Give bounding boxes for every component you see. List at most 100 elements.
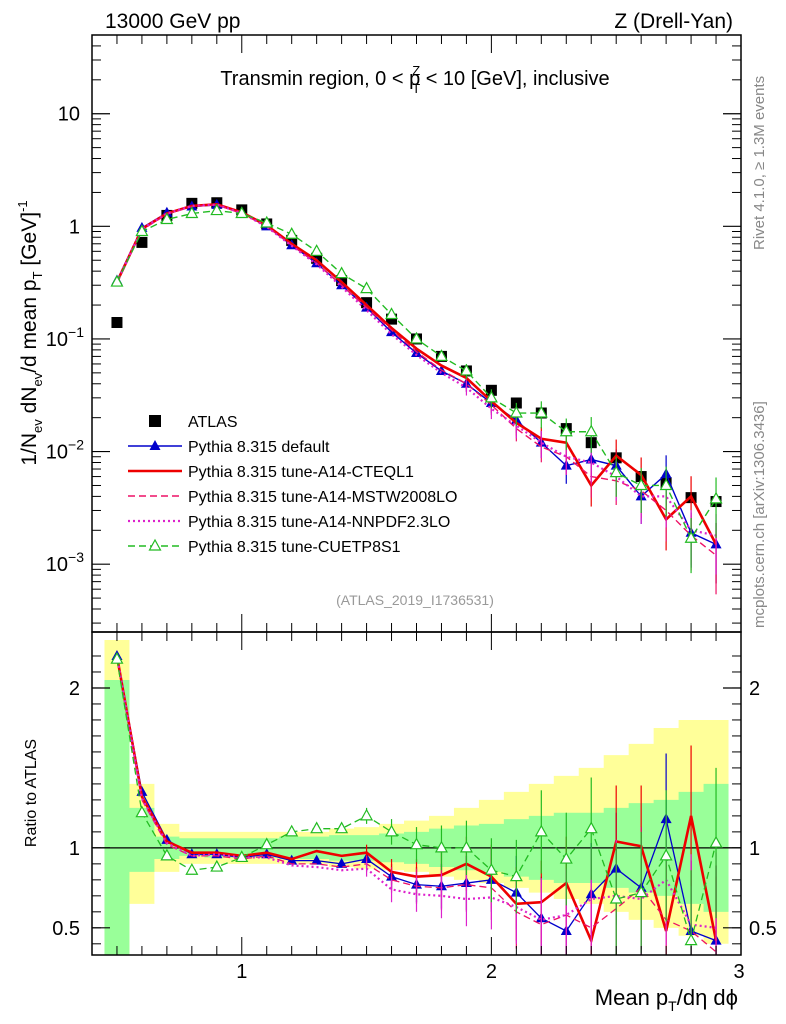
data-point-pythia-8-315-tune-cuetp8s1 xyxy=(484,390,498,403)
ratio-point-pythia-8-315-tune-cuetp8s1 xyxy=(709,835,723,848)
ratio-point-pythia-8-315-tune-cuetp8s1 xyxy=(459,840,473,853)
main-y-tick-label: 10−2 xyxy=(46,437,84,464)
legend-label-pythia-8-315-tune-a14-cteql1: Pythia 8.315 tune-A14-CTEQL1 xyxy=(188,464,414,481)
ratio-point-pythia-8-315-tune-cuetp8s1 xyxy=(484,863,498,875)
ratio-point-pythia-8-315-tune-cuetp8s1 xyxy=(409,837,424,850)
x-tick-label: 1 xyxy=(236,961,247,983)
legend-label-atlas: ATLAS xyxy=(188,414,238,431)
ratio-axis-ticks: 0.5 0.5 1 1 2 2 1 2 3 xyxy=(52,632,777,983)
legend-label-pythia-8-315-tune-a14-mstw2008lo: Pythia 8.315 tune-A14-MSTW2008LO xyxy=(188,489,457,506)
data-point-pythia-8-315-tune-cuetp8s1 xyxy=(235,206,249,219)
data-point-pythia-8-315-tune-cuetp8s1 xyxy=(310,244,324,256)
ratio-point-pythia-8-315-tune-cuetp8s1 xyxy=(609,891,623,904)
legend-label-pythia-8-315-tune-a14-nnpdf2-3lo: Pythia 8.315 tune-A14-NNPDF2.3LO xyxy=(188,514,450,531)
ratio-series-group xyxy=(110,649,723,955)
ratio-uncertainty-bands xyxy=(104,639,729,955)
ratio-point-pythia-8-315-tune-cuetp8s1 xyxy=(210,859,224,872)
data-point-pythia-8-315-tune-cuetp8s1 xyxy=(335,266,349,279)
ratio-point-pythia-8-315-tune-cuetp8s1 xyxy=(110,651,124,664)
data-point-pythia-8-315-tune-cuetp8s1 xyxy=(534,405,548,418)
legend: ATLAS Pythia 8.315 default Pythia 8.315 tu… xyxy=(128,414,457,556)
main-y-tick-label: 10−1 xyxy=(46,324,84,351)
main-title: Transmin region, 0 < pZ T < 10 [GeV], inc… xyxy=(220,63,609,96)
legend-label-pythia-8-315-tune-cuetp8s1: Pythia 8.315 tune-CUETP8S1 xyxy=(188,539,401,556)
ratio-point-pythia-8-315-tune-cuetp8s1 xyxy=(534,824,548,837)
main-series-group xyxy=(110,197,723,595)
ratio-band-green xyxy=(104,679,729,955)
legend-label-pythia-8-315-default: Pythia 8.315 default xyxy=(188,439,330,456)
ratio-point-pythia-8-315-tune-cuetp8s1 xyxy=(584,821,598,834)
data-point-pythia-8-315-tune-cuetp8s1 xyxy=(709,491,723,504)
ratio-y-tick-label: 2 xyxy=(69,678,80,700)
ratio-y-tick-label-right: 2 xyxy=(749,678,760,700)
ratio-point-pythia-8-315-tune-cuetp8s1 xyxy=(634,885,648,898)
header-right: Z (Drell-Yan) xyxy=(614,10,733,33)
data-point-pythia-8-315-tune-cuetp8s1 xyxy=(434,349,448,362)
ratio-point-pythia-8-315-tune-cuetp8s1 xyxy=(659,848,673,861)
ratio-point-pythia-8-315-default xyxy=(336,857,348,868)
ratio-point-pythia-8-315-tune-cuetp8s1 xyxy=(285,824,299,837)
ratio-point-pythia-8-315-tune-cuetp8s1 xyxy=(185,863,199,875)
main-panel: 10 1 10−1 10−2 10−3 Transmin region, 0 < pZ T… xyxy=(15,34,742,633)
legend-marker-pythia-8-315-default xyxy=(149,440,161,450)
x-tick-label: 2 xyxy=(486,961,497,983)
x-tick-label: 3 xyxy=(733,961,744,983)
data-point-atlas xyxy=(386,313,398,325)
ratio-y-tick-label-right: 1 xyxy=(749,838,760,860)
ratio-point-pythia-8-315-tune-cuetp8s1 xyxy=(310,821,324,834)
ratio-point-pythia-8-315-tune-cuetp8s1 xyxy=(235,850,249,863)
data-point-pythia-8-315-tune-cuetp8s1 xyxy=(285,227,299,239)
ratio-point-pythia-8-315-tune-cuetp8s1 xyxy=(385,824,399,837)
ratio-point-pythia-8-315-tune-cuetp8s1 xyxy=(160,848,174,861)
ratio-point-pythia-8-315-tune-cuetp8s1 xyxy=(684,933,698,946)
legend-marker-pythia-8-315-tune-cuetp8s1 xyxy=(148,538,162,551)
data-point-pythia-8-315-tune-cuetp8s1 xyxy=(409,331,424,344)
ratio-point-pythia-8-315-tune-cuetp8s1 xyxy=(135,805,149,818)
ratio-y-tick-label: 0.5 xyxy=(52,918,80,940)
main-axis-ticks: 10 1 10−1 10−2 10−3 xyxy=(46,34,741,632)
data-point-pythia-8-315-default xyxy=(386,326,398,337)
data-point-pythia-8-315-tune-cuetp8s1 xyxy=(110,274,124,287)
data-point-atlas xyxy=(111,317,123,329)
data-point-pythia-8-315-tune-cuetp8s1 xyxy=(609,465,623,478)
ratio-y-axis-label: Ratio to ATLAS xyxy=(23,739,40,847)
rivet-version-label: Rivet 4.1.0, ≥ 1.3M events xyxy=(751,76,768,250)
data-point-pythia-8-315-tune-cuetp8s1 xyxy=(559,424,573,437)
main-y-tick-label: 1 xyxy=(69,216,80,238)
ratio-point-pythia-8-315-tune-cuetp8s1 xyxy=(335,821,349,834)
main-y-tick-label: 10−3 xyxy=(46,549,84,576)
data-point-pythia-8-315-default xyxy=(336,279,348,290)
header-left: 13000 GeV pp xyxy=(105,10,240,33)
data-point-pythia-8-315-tune-cuetp8s1 xyxy=(584,424,598,437)
data-point-pythia-8-315-tune-cuetp8s1 xyxy=(634,478,648,491)
data-point-pythia-8-315-tune-cuetp8s1 xyxy=(385,307,399,320)
ratio-point-pythia-8-315-tune-cuetp8s1 xyxy=(360,808,374,821)
data-point-pythia-8-315-tune-cuetp8s1 xyxy=(210,203,224,216)
ratio-point-pythia-8-315-tune-cuetp8s1 xyxy=(434,840,448,853)
data-point-pythia-8-315-tune-cuetp8s1 xyxy=(135,224,149,237)
main-y-axis-label: 1/Nev dNev/d mean pT [GeV]-1 xyxy=(15,200,45,465)
data-point-pythia-8-315-tune-cuetp8s1 xyxy=(185,206,199,219)
ratio-point-pythia-8-315-tune-cuetp8s1 xyxy=(260,837,274,850)
data-point-atlas xyxy=(136,236,148,248)
ratio-panel: 0.5 0.5 1 1 2 2 1 2 3 Ratio to ATLAS Mean pT/dη … xyxy=(23,631,777,1014)
data-point-pythia-8-315-tune-cuetp8s1 xyxy=(659,478,673,491)
data-point-pythia-8-315-tune-cuetp8s1 xyxy=(459,363,473,376)
mcplots-label: mcplots.cern.ch [arXiv:1306.3436] xyxy=(751,401,768,628)
legend-marker-atlas xyxy=(149,415,161,427)
data-point-pythia-8-315-tune-cuetp8s1 xyxy=(684,530,698,543)
ratio-point-pythia-8-315-tune-cuetp8s1 xyxy=(509,869,523,882)
data-point-pythia-8-315-tune-cuetp8s1 xyxy=(260,215,274,228)
ratio-point-pythia-8-315-tune-cuetp8s1 xyxy=(559,851,573,864)
analysis-watermark: (ATLAS_2019_I1736531) xyxy=(336,592,494,608)
ratio-y-tick-label-right: 0.5 xyxy=(749,918,777,940)
main-y-tick-label: 10 xyxy=(58,104,80,126)
x-axis-label: Mean pT/dη dϕ xyxy=(595,985,738,1014)
data-point-pythia-8-315-tune-cuetp8s1 xyxy=(509,405,523,418)
ratio-point-pythia-8-315-default xyxy=(311,854,323,865)
data-point-pythia-8-315-tune-cuetp8s1 xyxy=(360,281,374,294)
data-point-pythia-8-315-tune-cuetp8s1 xyxy=(160,212,174,225)
series-line-pythia-8-315-tune-a14-nnpdf2-3lo xyxy=(115,203,717,537)
ratio-y-tick-label: 1 xyxy=(69,838,80,860)
